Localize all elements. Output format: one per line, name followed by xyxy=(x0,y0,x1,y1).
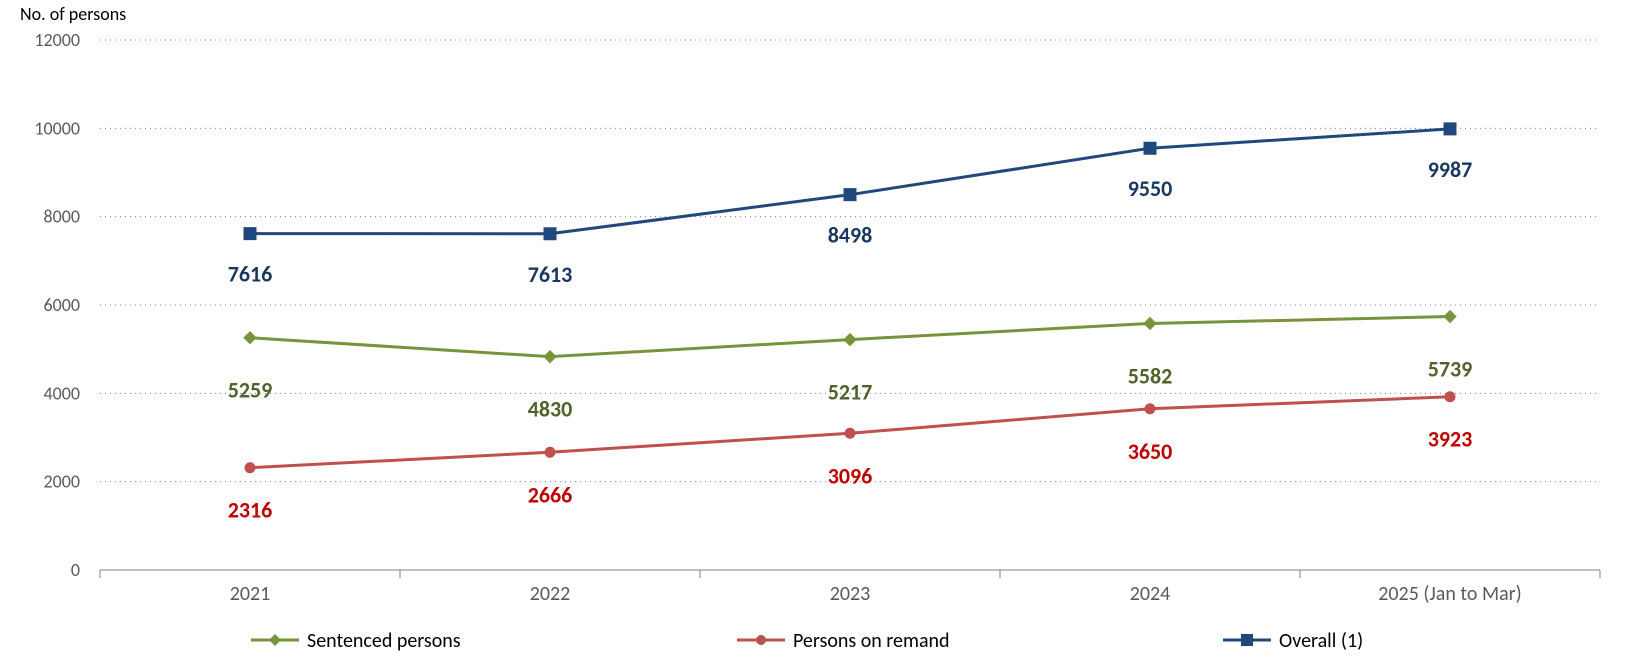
legend-marker-sentenced xyxy=(269,634,281,646)
marker-sentenced xyxy=(1444,311,1456,323)
marker-sentenced xyxy=(1144,317,1156,329)
data-label-remand: 3923 xyxy=(1428,426,1473,453)
legend-label-overall: Overall (1) xyxy=(1279,629,1363,653)
data-label-overall: 9550 xyxy=(1128,175,1173,202)
marker-sentenced xyxy=(844,334,856,346)
marker-remand xyxy=(245,463,255,473)
marker-remand xyxy=(1445,392,1455,402)
x-tick-label: 2025 (Jan to Mar) xyxy=(1378,582,1521,606)
line-chart: 0 2000 4000 6000 8000 10000 12000 No. of person… xyxy=(0,0,1640,659)
marker-overall xyxy=(1144,142,1156,154)
marker-overall xyxy=(244,228,256,240)
y-tick-label: 4000 xyxy=(44,382,81,404)
marker-sentenced xyxy=(244,332,256,344)
chart-container: 0 2000 4000 6000 8000 10000 12000 No. of person… xyxy=(0,0,1640,659)
y-axis-title: No. of persons xyxy=(20,3,126,25)
data-label-sentenced: 5582 xyxy=(1128,362,1173,389)
marker-remand xyxy=(545,447,555,457)
y-tick-label: 12000 xyxy=(34,29,80,51)
legend-label-sentenced: Sentenced persons xyxy=(307,629,461,653)
data-label-sentenced: 5739 xyxy=(1428,356,1473,383)
y-tick-label: 8000 xyxy=(44,206,81,228)
data-label-remand: 2316 xyxy=(228,497,273,524)
marker-overall xyxy=(544,228,556,240)
marker-sentenced xyxy=(544,351,556,363)
legend-label-remand: Persons on remand xyxy=(793,629,950,653)
marker-overall xyxy=(844,189,856,201)
data-label-sentenced: 5217 xyxy=(828,379,873,406)
y-tick-label: 0 xyxy=(71,559,80,581)
data-label-sentenced: 4830 xyxy=(528,396,573,423)
legend-marker-remand xyxy=(756,635,766,645)
y-tick-label: 2000 xyxy=(44,471,81,493)
data-label-remand: 3096 xyxy=(828,462,873,489)
x-tick-label: 2024 xyxy=(1130,582,1171,606)
data-label-overall: 7613 xyxy=(528,261,573,288)
y-tick-label: 10000 xyxy=(34,117,80,139)
legend-marker-overall xyxy=(1241,634,1253,646)
data-label-remand: 2666 xyxy=(528,481,573,508)
x-tick-label: 2022 xyxy=(530,582,571,606)
series-line-overall xyxy=(250,129,1450,234)
data-label-overall: 8498 xyxy=(828,222,873,249)
data-label-sentenced: 5259 xyxy=(228,377,273,404)
data-label-overall: 9987 xyxy=(1428,156,1473,183)
data-label-overall: 7616 xyxy=(228,261,273,288)
x-tick-label: 2021 xyxy=(230,582,271,606)
y-tick-label: 6000 xyxy=(44,294,81,316)
x-tick-label: 2023 xyxy=(830,582,871,606)
marker-remand xyxy=(1145,404,1155,414)
marker-overall xyxy=(1444,123,1456,135)
marker-remand xyxy=(845,428,855,438)
data-label-remand: 3650 xyxy=(1128,438,1173,465)
